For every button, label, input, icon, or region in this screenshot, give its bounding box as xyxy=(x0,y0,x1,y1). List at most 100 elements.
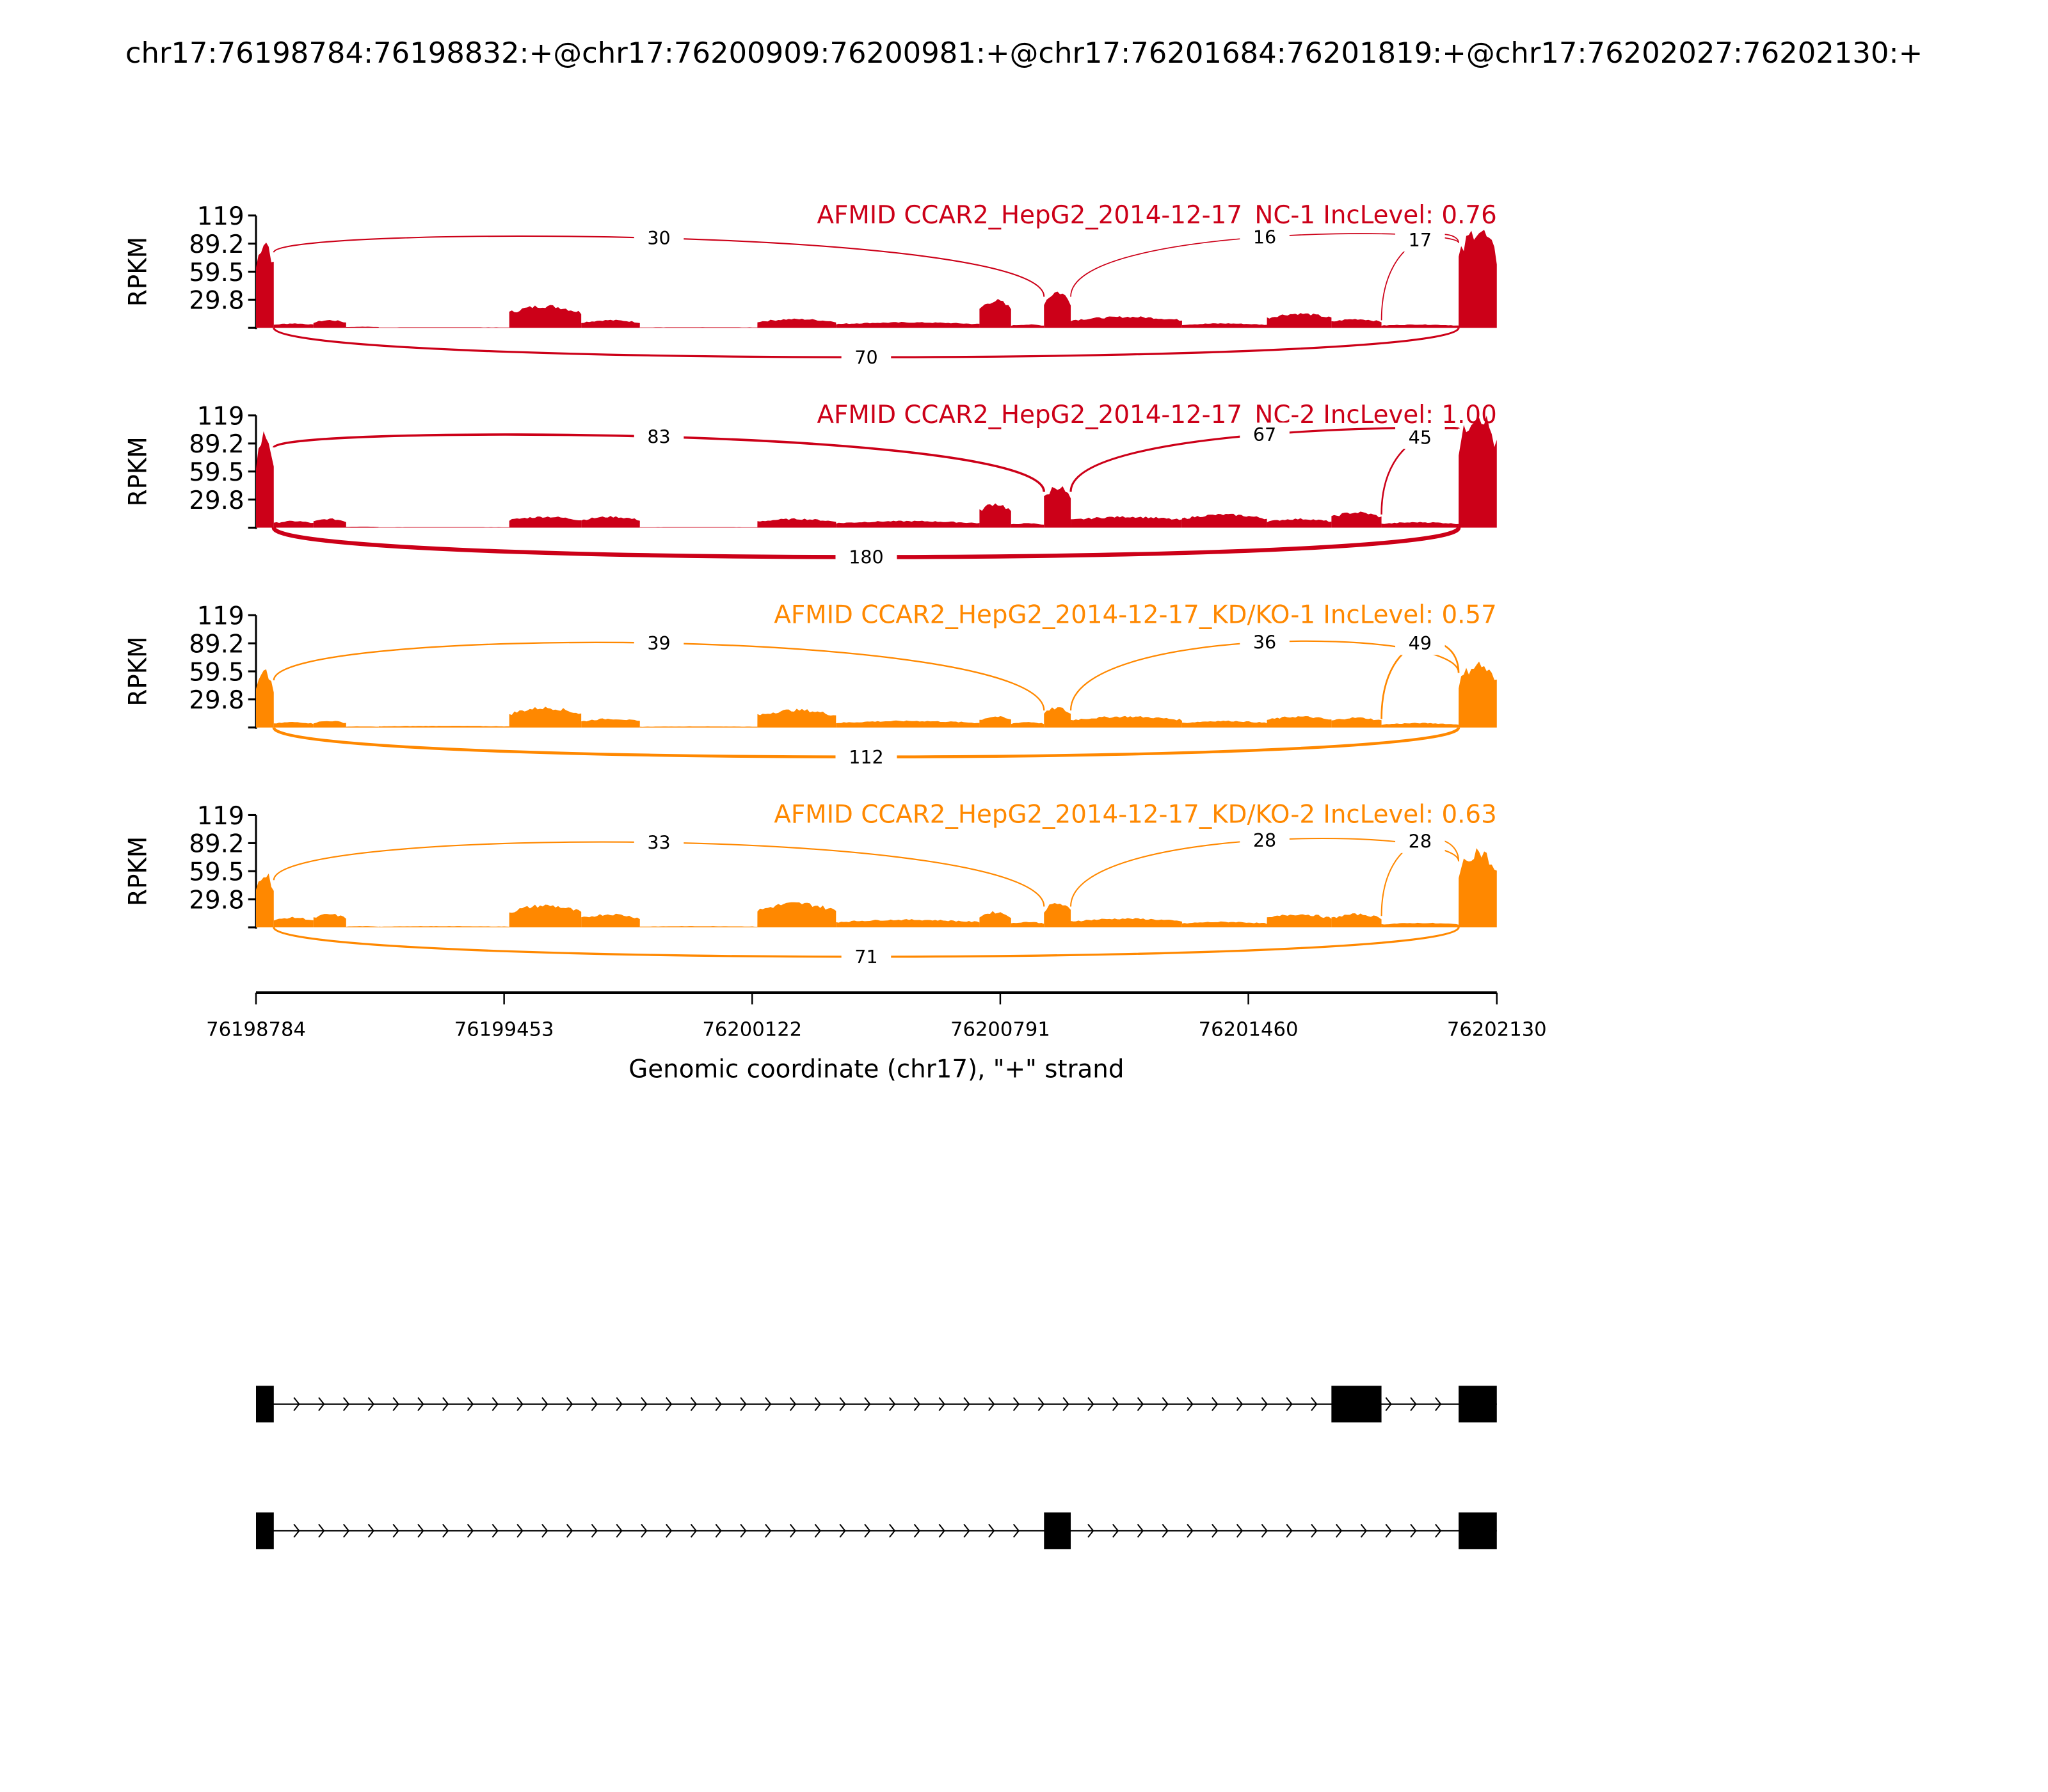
strand-arrow-icon xyxy=(765,1523,772,1538)
strand-arrow-icon xyxy=(988,1523,995,1538)
strand-arrow-icon xyxy=(814,1523,821,1538)
junction-label-bg xyxy=(1395,425,1445,449)
y-axis-label: RPKM xyxy=(124,436,153,506)
coverage-bin xyxy=(757,318,836,328)
junction-count-label: 39 xyxy=(647,632,670,654)
strand-arrow-icon xyxy=(541,1397,548,1411)
strand-arrow-icon xyxy=(566,1397,573,1411)
y-axis-label: RPKM xyxy=(124,836,153,906)
coverage-bin xyxy=(836,919,980,927)
coverage-bin xyxy=(581,718,640,728)
strand-arrow-icon xyxy=(342,1523,350,1538)
junction-label-bg xyxy=(1240,828,1290,852)
junction-count-label: 33 xyxy=(647,832,670,854)
strand-arrow-icon xyxy=(715,1397,722,1411)
coverage-bin xyxy=(1071,716,1182,728)
exon-block xyxy=(256,1512,274,1549)
coverage-bin xyxy=(313,913,346,927)
junction-count-label: 17 xyxy=(1409,229,1432,251)
coverage-bin xyxy=(273,520,314,528)
coverage-bin xyxy=(639,726,758,728)
y-tick-label: 89.2 xyxy=(189,830,244,859)
sample-label: AFMID CCAR2_HepG2_2014-12-17_NC-1 IncLev… xyxy=(817,201,1497,230)
coverage-bin xyxy=(639,926,758,927)
strand-arrow-icon xyxy=(690,1397,698,1411)
coverage-bin xyxy=(1011,922,1044,927)
junction-count-label: 112 xyxy=(849,746,884,768)
junction-count-label: 180 xyxy=(849,547,884,568)
strand-arrow-icon xyxy=(1435,1523,1442,1538)
strand-arrow-icon xyxy=(541,1523,548,1538)
strand-arrow-icon xyxy=(1236,1523,1244,1538)
strand-arrow-icon xyxy=(417,1397,424,1411)
strand-arrow-icon xyxy=(1385,1523,1392,1538)
junction-label-bg xyxy=(634,830,684,854)
strand-arrow-icon xyxy=(814,1397,821,1411)
strand-arrow-icon xyxy=(864,1397,871,1411)
coverage-bin xyxy=(836,322,980,328)
strand-arrow-icon xyxy=(1087,1397,1094,1411)
coverage-bin xyxy=(1267,716,1332,728)
junction-label-bg xyxy=(634,631,684,655)
strand-arrow-icon xyxy=(1012,1397,1020,1411)
strand-arrow-icon xyxy=(1162,1397,1169,1411)
coverage-bin xyxy=(378,527,509,528)
exon-block xyxy=(1331,1386,1382,1423)
isoform xyxy=(256,1512,1497,1549)
coverage-bin xyxy=(509,305,582,328)
strand-arrow-icon xyxy=(888,1397,896,1411)
y-tick-label: 29.8 xyxy=(189,886,244,915)
strand-arrow-icon xyxy=(293,1397,300,1411)
x-tick-label: 76201460 xyxy=(1199,1018,1299,1041)
sample-label: AFMID CCAR2_HepG2_2014-12-17_KD/KO-2 Inc… xyxy=(774,801,1496,829)
strand-arrow-icon xyxy=(1037,1397,1044,1411)
y-tick-label: 29.8 xyxy=(189,686,244,715)
strand-arrow-icon xyxy=(1137,1523,1144,1538)
x-tick-label: 76200791 xyxy=(950,1018,1050,1041)
coverage-bin xyxy=(1044,486,1071,528)
coverage-bin xyxy=(378,726,509,728)
coverage-bin xyxy=(1381,922,1459,927)
strand-arrow-icon xyxy=(1335,1523,1343,1538)
y-tick-label: 119 xyxy=(197,202,244,231)
strand-arrow-icon xyxy=(1385,1397,1392,1411)
exon-block xyxy=(1044,1512,1071,1549)
chart-title: chr17:76198784:76198832:+@chr17:76200909… xyxy=(125,36,1923,70)
strand-arrow-icon xyxy=(789,1397,797,1411)
strand-arrow-icon xyxy=(318,1523,325,1538)
strand-arrow-icon xyxy=(740,1397,747,1411)
strand-arrow-icon xyxy=(1212,1397,1219,1411)
x-tick-label: 76199453 xyxy=(454,1018,554,1041)
coverage-bin xyxy=(1459,415,1497,528)
strand-arrow-icon xyxy=(516,1397,524,1411)
x-tick-label: 76200122 xyxy=(702,1018,802,1041)
strand-arrow-icon xyxy=(442,1523,449,1538)
junction-count-label: 28 xyxy=(1409,831,1432,852)
coverage-bin xyxy=(313,518,346,528)
strand-arrow-icon xyxy=(938,1523,945,1538)
coverage-bin xyxy=(1331,717,1382,728)
strand-arrow-icon xyxy=(616,1397,623,1411)
coverage-bin xyxy=(1071,918,1182,927)
strand-arrow-icon xyxy=(666,1397,673,1411)
strand-arrow-icon xyxy=(1311,1397,1318,1411)
strand-arrow-icon xyxy=(1286,1523,1293,1538)
junction-label-bg xyxy=(835,545,897,569)
coverage-bin xyxy=(1459,661,1497,728)
coverage-bin xyxy=(509,516,582,528)
strand-arrow-icon xyxy=(1112,1397,1119,1411)
strand-arrow-icon xyxy=(641,1397,648,1411)
coverage-bin xyxy=(1331,913,1382,927)
strand-arrow-icon xyxy=(1261,1397,1268,1411)
coverage-bin xyxy=(509,904,582,927)
strand-arrow-icon xyxy=(913,1523,921,1538)
strand-arrow-icon xyxy=(690,1523,698,1538)
strand-arrow-icon xyxy=(963,1397,970,1411)
coverage-bin xyxy=(273,721,314,728)
strand-arrow-icon xyxy=(913,1397,921,1411)
coverage-bin xyxy=(346,726,379,728)
strand-arrow-icon xyxy=(1360,1523,1368,1538)
strand-arrow-icon xyxy=(1187,1523,1194,1538)
